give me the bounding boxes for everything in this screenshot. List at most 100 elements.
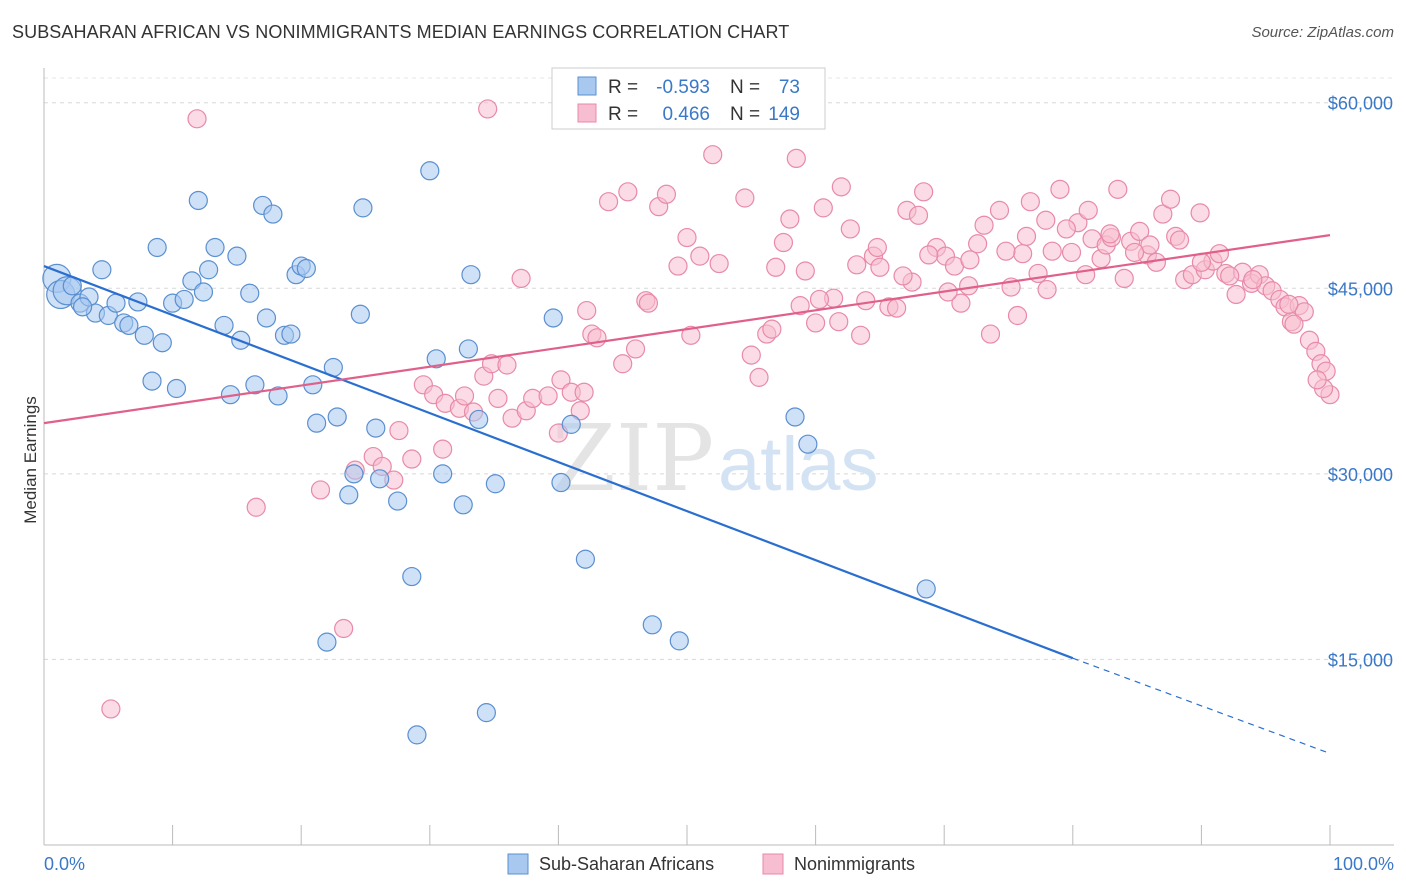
data-point bbox=[245, 375, 265, 395]
data-point bbox=[334, 618, 354, 639]
data-point bbox=[388, 491, 408, 511]
data-point bbox=[458, 339, 478, 359]
data-point bbox=[72, 297, 93, 317]
data-point bbox=[919, 245, 939, 265]
data-point bbox=[147, 237, 167, 258]
y-tick-label: $45,000 bbox=[1328, 279, 1393, 299]
data-point bbox=[1056, 219, 1076, 239]
data-point bbox=[1209, 244, 1230, 264]
data-point bbox=[785, 407, 805, 427]
data-point bbox=[402, 449, 422, 469]
stats-n-label-1: N = bbox=[730, 77, 760, 98]
data-point bbox=[1284, 314, 1304, 334]
data-point bbox=[561, 414, 581, 434]
data-point bbox=[1016, 226, 1037, 246]
data-point bbox=[454, 386, 475, 406]
data-point bbox=[989, 200, 1010, 220]
data-point bbox=[625, 339, 646, 359]
legend-swatch-pink bbox=[762, 853, 784, 875]
data-point bbox=[461, 265, 481, 285]
data-point bbox=[980, 324, 1001, 344]
data-point bbox=[598, 192, 619, 212]
data-point bbox=[1100, 224, 1120, 244]
data-point bbox=[786, 148, 806, 169]
data-point bbox=[370, 469, 390, 489]
data-point bbox=[709, 253, 729, 274]
data-point bbox=[1013, 244, 1033, 264]
data-point bbox=[735, 188, 755, 208]
data-point bbox=[847, 255, 867, 275]
data-point bbox=[1036, 210, 1056, 230]
data-point bbox=[887, 298, 907, 318]
data-point bbox=[339, 485, 359, 505]
data-point bbox=[1061, 242, 1082, 263]
data-point bbox=[246, 497, 266, 517]
data-point bbox=[407, 725, 427, 745]
data-point bbox=[543, 308, 563, 328]
legend-label-nonimmigrants: Nonimmigrants bbox=[794, 854, 915, 874]
nonimmigrants-points bbox=[101, 99, 1340, 719]
data-point bbox=[389, 420, 409, 441]
data-point bbox=[1307, 370, 1327, 390]
trend-lines bbox=[43, 234, 1331, 755]
data-point bbox=[829, 312, 849, 332]
data-point bbox=[916, 579, 936, 599]
watermark: ZIP atlas bbox=[552, 405, 879, 512]
data-point bbox=[152, 333, 172, 353]
legend: Sub-Saharan Africans Nonimmigrants bbox=[507, 853, 915, 875]
stats-n-label-2: N = bbox=[730, 104, 760, 125]
data-point bbox=[741, 345, 761, 365]
data-point bbox=[681, 325, 701, 345]
y-tick-label: $30,000 bbox=[1328, 465, 1393, 485]
data-point bbox=[166, 378, 187, 399]
data-point bbox=[1140, 235, 1160, 255]
data-point bbox=[1226, 284, 1246, 305]
data-point bbox=[831, 177, 851, 197]
data-point bbox=[344, 464, 364, 484]
data-point bbox=[575, 549, 596, 569]
data-point bbox=[780, 209, 800, 229]
data-point bbox=[867, 237, 887, 258]
data-point bbox=[256, 308, 277, 328]
gridlines bbox=[44, 77, 1394, 660]
data-point bbox=[227, 246, 247, 266]
data-point bbox=[809, 289, 830, 310]
data-point bbox=[1191, 252, 1212, 272]
data-point bbox=[959, 276, 979, 296]
source-label: Source: ZipAtlas.com bbox=[1251, 24, 1394, 41]
y-tick-label: $60,000 bbox=[1328, 94, 1393, 114]
data-point bbox=[703, 145, 723, 165]
data-point bbox=[574, 382, 594, 402]
data-point bbox=[1050, 179, 1070, 199]
data-point bbox=[677, 227, 697, 248]
data-point bbox=[960, 250, 980, 270]
data-point bbox=[420, 161, 440, 181]
y-tick-label: $15,000 bbox=[1328, 650, 1393, 670]
data-point bbox=[433, 464, 453, 484]
trend-line-subsaharan-extension bbox=[1072, 657, 1331, 755]
data-point bbox=[142, 371, 162, 391]
data-point bbox=[199, 260, 219, 280]
data-point bbox=[327, 407, 347, 427]
data-point bbox=[453, 495, 473, 515]
data-point bbox=[1078, 200, 1098, 220]
data-point bbox=[188, 190, 208, 211]
data-point bbox=[1007, 305, 1028, 326]
data-point bbox=[240, 283, 260, 303]
stats-r-value-1: -0.593 bbox=[656, 77, 710, 98]
data-point bbox=[307, 413, 327, 433]
data-point bbox=[762, 319, 782, 339]
data-point bbox=[1076, 265, 1096, 285]
data-point bbox=[1279, 294, 1299, 314]
data-point bbox=[551, 472, 571, 493]
stats-swatch-pink bbox=[577, 103, 597, 123]
data-point bbox=[92, 260, 112, 280]
subsaharan-points bbox=[42, 161, 936, 745]
data-point bbox=[642, 615, 662, 635]
stats-r-label-2: R = bbox=[608, 104, 638, 125]
stats-box: R = -0.593 N = 73 R = 0.466 N = 149 bbox=[551, 67, 826, 130]
data-point bbox=[551, 370, 571, 390]
data-point bbox=[511, 268, 531, 289]
data-point bbox=[478, 99, 498, 119]
